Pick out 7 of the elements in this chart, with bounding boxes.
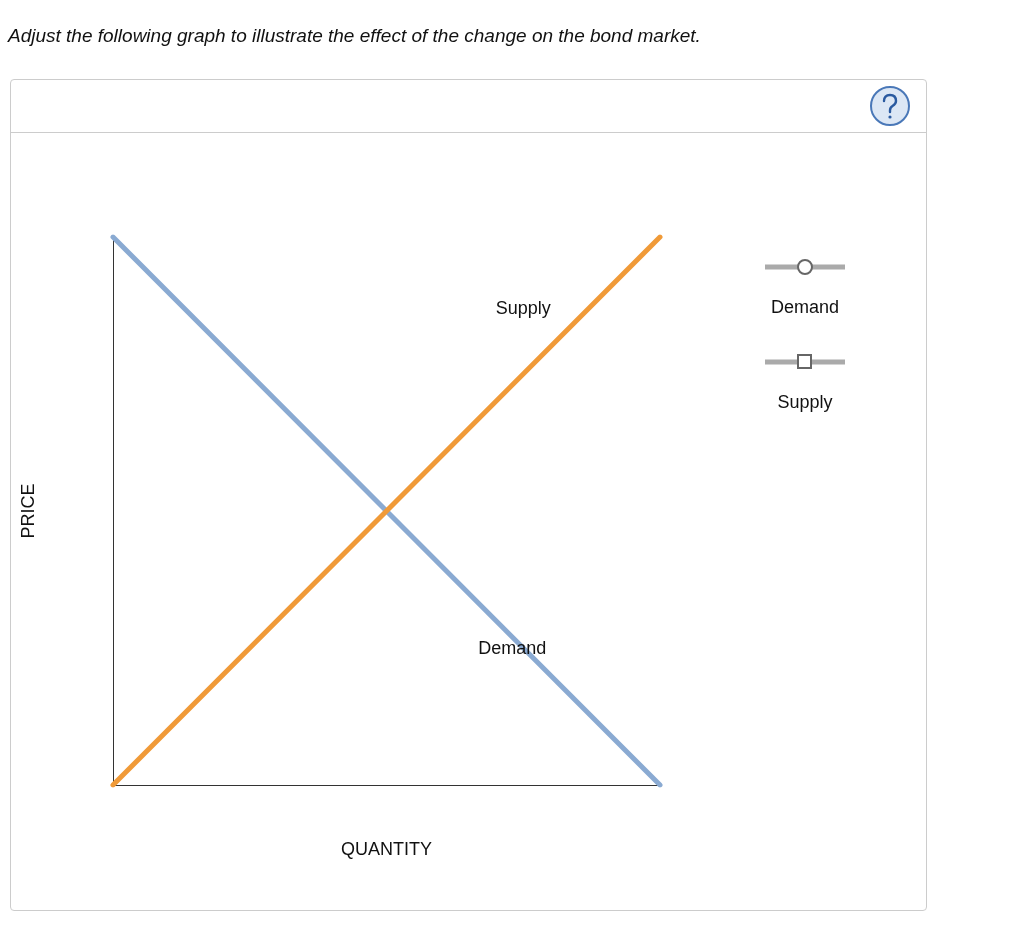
- series-label: Supply: [495, 298, 551, 319]
- y-axis-title: PRICE: [18, 483, 38, 539]
- text: Supply: [777, 392, 833, 412]
- series-label: Demand: [478, 638, 547, 658]
- text: Demand: [770, 297, 840, 317]
- x-axis-title: QUANTITY: [340, 839, 433, 859]
- chart-title: Adjust the following graph to illustrate the effect of the change on the bond market.: [8, 25, 701, 47]
